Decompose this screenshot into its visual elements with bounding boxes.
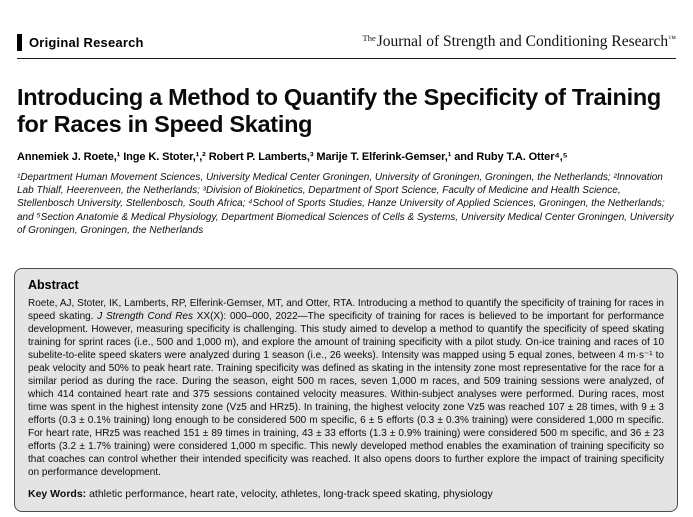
abstract-text: Roete, AJ, Stoter, IK, Lamberts, RP, Elf… [28,297,664,479]
journal-trademark-symbol: ™ [668,34,676,43]
section-label: Original Research [29,35,144,50]
authors-line: Annemiek J. Roete,¹ Inge K. Stoter,¹,² R… [17,150,568,163]
journal-logo-the: The [362,33,376,43]
affiliations: ¹Department Human Movement Sciences, Uni… [17,171,674,237]
section-label-group: Original Research [17,34,144,51]
journal-logo: TheJournal of Strength and Conditioning … [363,33,677,51]
abstract-heading: Abstract [28,277,79,292]
abstract-journal-ref: J Strength Cond Res [97,310,193,322]
keywords-text: athletic performance, heart rate, veloci… [86,487,493,500]
keywords-line: Key Words: athletic performance, heart r… [28,488,664,500]
page-title: Introducing a Method to Quantify the Spe… [17,84,661,137]
journal-logo-name: Journal of Strength and Conditioning Res… [376,33,669,50]
header: Original Research TheJournal of Strength… [17,0,676,59]
abstract-box: Abstract Roete, AJ, Stoter, IK, Lamberts… [14,267,678,512]
section-marker-bar [17,34,22,51]
abstract-citation: Roete, AJ, Stoter, IK, Lamberts, RP, Elf… [28,297,664,322]
keywords-label: Key Words: [28,487,87,500]
abstract-body: XX(X): 000–000, 2022—The specificity of … [28,310,665,478]
